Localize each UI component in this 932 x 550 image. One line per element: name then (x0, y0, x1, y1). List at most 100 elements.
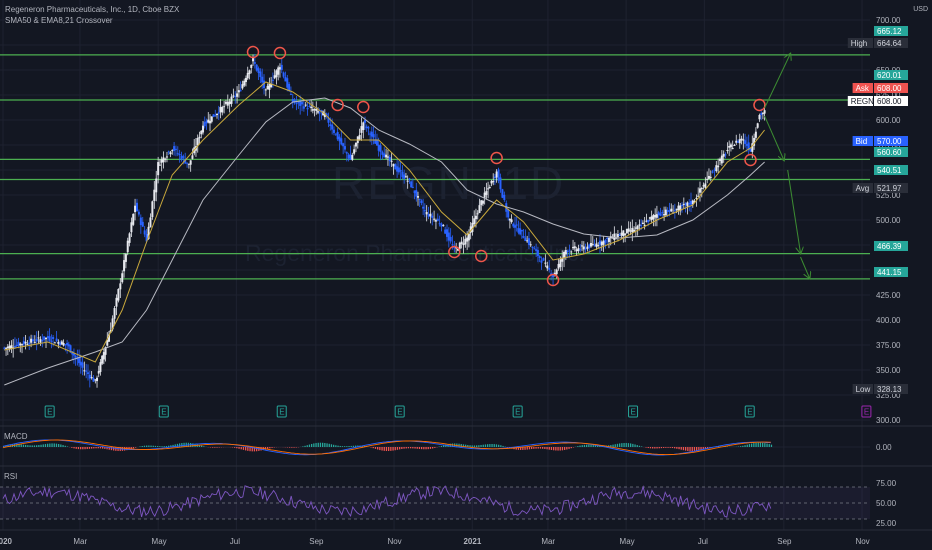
macd-bar (462, 444, 465, 447)
earnings-marker (44, 405, 55, 418)
candle-body (499, 177, 502, 190)
macd-bar (630, 443, 632, 447)
candle-body (145, 234, 148, 242)
macd-bar (179, 443, 181, 447)
candle-body (478, 205, 481, 213)
rsi-line (2, 485, 772, 518)
candle-body (297, 102, 300, 104)
candle-body (184, 159, 187, 164)
macd-bar (487, 444, 489, 447)
candle-body (620, 232, 623, 236)
candle-body (257, 68, 260, 73)
macd-bar (143, 445, 146, 447)
macd-bar (53, 443, 55, 447)
candle-body (527, 238, 530, 245)
candle-body (308, 105, 311, 107)
candle-body (173, 146, 176, 151)
macd-bar (88, 447, 91, 449)
macd-bar (289, 447, 291, 448)
candle-body (60, 341, 63, 345)
highlight-circle (273, 46, 287, 60)
macd-bar (553, 447, 555, 451)
candle-body (50, 340, 53, 342)
candle-body (700, 187, 703, 190)
macd-bar (251, 447, 253, 452)
candle-body (255, 64, 258, 71)
candle-body (33, 341, 36, 343)
candle-body (176, 153, 179, 155)
candle-body (522, 235, 525, 238)
candle-body (113, 308, 116, 319)
candle-body (6, 346, 9, 349)
candle-body (223, 106, 226, 108)
candle-body (444, 229, 447, 234)
macd-bar (71, 447, 73, 448)
macd-bar (764, 443, 766, 447)
candle-body (553, 272, 556, 275)
candle-body (239, 90, 242, 92)
candle-body (538, 256, 541, 259)
candle-body (445, 229, 448, 237)
macd-bar (709, 447, 711, 448)
candle-body (363, 120, 366, 123)
candle-body (490, 180, 493, 184)
macd-bar (350, 445, 352, 447)
macd-bar (568, 447, 570, 449)
macd-bar (383, 447, 385, 451)
legend-indicator[interactable]: SMA50 & EMA8,21 Crossover (5, 16, 113, 25)
macd-bar (759, 442, 762, 447)
candle-body (661, 212, 664, 214)
candle-body (681, 204, 684, 206)
candle-body (410, 181, 413, 188)
macd-bar (271, 447, 273, 448)
candle-body (167, 151, 170, 153)
candle-body (381, 151, 384, 155)
candle-body (559, 259, 562, 268)
macd-bar (381, 447, 383, 451)
candle-body (214, 115, 217, 117)
macd-bar (139, 446, 141, 447)
candle-body (289, 93, 292, 95)
macd-bar (590, 444, 592, 447)
macd-bar (421, 447, 423, 450)
candle-body (540, 260, 543, 263)
candle-body (418, 198, 421, 200)
candle-body (139, 217, 142, 226)
macd-bar (357, 445, 359, 447)
macd-bar (66, 446, 69, 447)
candle-body (438, 223, 441, 225)
candle-body (67, 344, 70, 347)
candle-body (334, 133, 337, 135)
candle-body (221, 106, 224, 113)
candle-body (698, 188, 701, 193)
candle-body (275, 70, 278, 78)
rsi-label[interactable]: RSI (4, 472, 18, 481)
price-badge-bg (874, 96, 908, 106)
candle-body (403, 174, 406, 179)
macd-bar (25, 444, 27, 447)
candle-body (481, 200, 484, 204)
candle-body (244, 77, 247, 82)
macd-bar (500, 445, 502, 447)
candle-body (310, 106, 313, 108)
earnings-marker (394, 405, 405, 418)
candle-body (388, 157, 391, 162)
macd-label[interactable]: MACD (4, 432, 28, 441)
candle-body (57, 341, 60, 344)
candle-body (26, 344, 29, 346)
macd-bar (5, 445, 7, 447)
macd-bar (748, 444, 751, 447)
macd-bar (330, 444, 333, 447)
candle-body (735, 140, 738, 143)
candle-body (202, 125, 205, 133)
candle-body (94, 379, 97, 381)
price-tick-label: 350.00 (876, 366, 901, 375)
candle-body (169, 152, 172, 155)
macd-bar (495, 444, 498, 447)
macd-bar (502, 445, 504, 447)
macd-bar (326, 443, 328, 447)
highlight-circle (744, 153, 757, 167)
candle-body (230, 96, 233, 104)
